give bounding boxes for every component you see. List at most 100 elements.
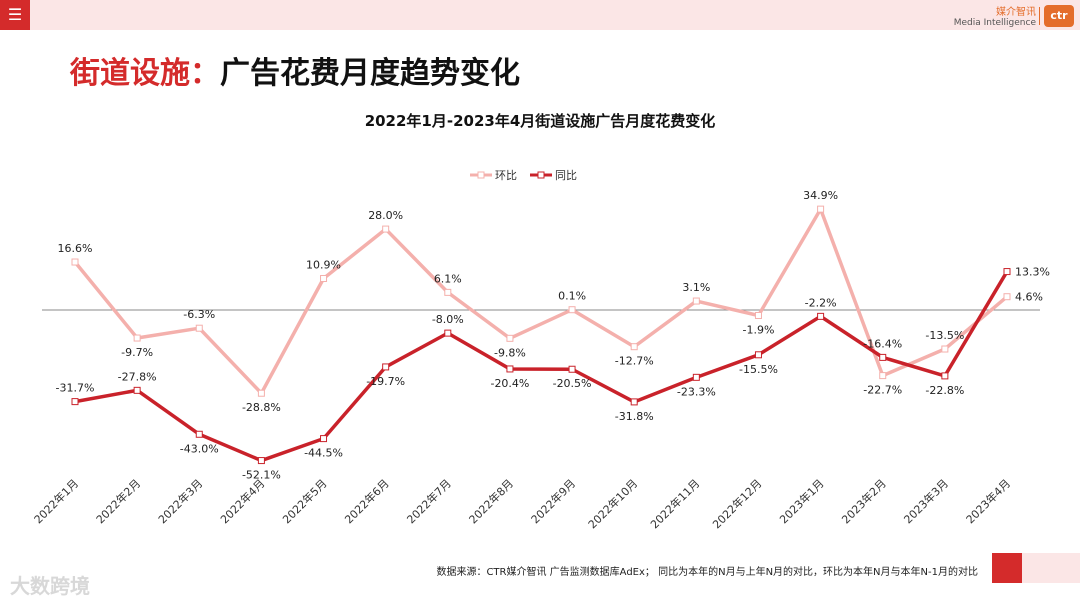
data-point	[879, 372, 887, 380]
series-line-1	[74, 270, 1009, 463]
data-point	[257, 457, 265, 465]
data-point	[817, 312, 825, 320]
data-label: -22.8%	[925, 384, 964, 397]
data-label: 34.9%	[803, 189, 838, 202]
data-point	[1003, 293, 1011, 301]
x-tick-label: 2023年3月	[901, 476, 951, 526]
data-label: -43.0%	[180, 442, 219, 455]
data-point	[320, 435, 328, 443]
x-tick-label: 2022年7月	[404, 476, 454, 526]
data-label: -23.3%	[677, 385, 716, 398]
footer-accent	[992, 553, 1022, 583]
x-tick-label: 2023年1月	[777, 476, 827, 526]
data-label: -8.0%	[432, 313, 464, 326]
data-label: -44.5%	[304, 447, 343, 460]
data-source-note: 数据来源：CTR媒介智讯 广告监测数据库AdEx； 同比为本年的N月与上年N月的…	[436, 567, 978, 578]
data-label: 13.3%	[1015, 266, 1050, 279]
legend-label-1: 同比	[555, 169, 577, 182]
top-bar	[0, 0, 1080, 30]
x-tick-label: 2022年10月	[585, 476, 640, 531]
data-point	[195, 430, 203, 438]
data-label: -20.5%	[553, 377, 592, 390]
legend-label-0: 环比	[495, 169, 517, 182]
chart-title: 2022年1月-2023年4月街道设施广告月度花费变化	[365, 112, 716, 130]
data-label: -12.7%	[615, 355, 654, 368]
legend-marker-1	[537, 171, 545, 179]
data-label: -22.7%	[863, 384, 902, 397]
data-point	[817, 205, 825, 213]
data-label: -28.8%	[242, 401, 281, 414]
series-line-0	[73, 207, 1009, 395]
data-point	[879, 353, 887, 361]
data-point	[1003, 268, 1011, 276]
x-tick-label: 2023年2月	[839, 476, 889, 526]
data-point	[444, 329, 452, 337]
series-1: -31.7% -27.8% -43.0% -52.1% -44.5% -19.7% -8.0…	[56, 266, 1050, 482]
data-label: 10.9%	[306, 258, 341, 271]
data-label: -13.5%	[925, 329, 964, 342]
x-tick-label: 2022年8月	[466, 476, 516, 526]
data-point	[941, 372, 949, 380]
data-label: 16.6%	[58, 242, 93, 255]
data-point	[692, 297, 700, 305]
data-point	[941, 345, 949, 353]
data-label: -27.8%	[118, 370, 157, 383]
x-tick-label: 2023年4月	[963, 476, 1013, 526]
data-point	[71, 258, 79, 266]
series-0: 16.6% -9.7% -6.3% -28.8% 10.9% 28.0% 6.1% -9.8%…	[58, 189, 1043, 414]
data-point	[506, 365, 514, 373]
brand-en: Media Intelligence	[953, 18, 1036, 28]
data-point	[320, 274, 328, 282]
data-point	[630, 343, 638, 351]
data-point	[568, 306, 576, 314]
data-point	[133, 386, 141, 394]
brand-block: 媒介智讯 Media Intelligence	[954, 7, 1036, 29]
data-label: 28.0%	[368, 209, 403, 222]
watermark: 大数跨境	[10, 574, 90, 598]
data-point	[754, 351, 762, 359]
x-tick-label: 2022年3月	[155, 476, 205, 526]
data-label: -15.5%	[739, 363, 778, 376]
data-point	[506, 334, 514, 342]
page-title-accent: 街道设施：	[70, 56, 220, 91]
data-label: 3.1%	[682, 281, 710, 294]
data-point	[257, 389, 265, 397]
data-label: -9.7%	[121, 346, 153, 359]
menu-icon[interactable]: ☰	[0, 0, 30, 30]
data-label: -9.8%	[494, 346, 526, 359]
legend-marker-0	[477, 171, 485, 179]
chart-legend: 环比 同比	[470, 169, 577, 182]
brand-divider	[1039, 7, 1040, 25]
x-tick-label: 2022年5月	[279, 476, 329, 526]
page-title: 街道设施：广告花费月度趋势变化	[70, 48, 520, 92]
data-point	[382, 225, 390, 233]
brand-cn: 媒介智讯	[996, 7, 1036, 18]
data-label: -19.7%	[366, 375, 405, 388]
data-label: -52.1%	[242, 469, 281, 482]
data-label: -6.3%	[183, 308, 215, 321]
data-point	[754, 311, 762, 319]
x-tick-label: 2022年1月	[31, 476, 81, 526]
data-point	[133, 334, 141, 342]
data-label: -20.4%	[490, 377, 529, 390]
data-label: -31.8%	[615, 410, 654, 423]
x-tick-label: 2022年2月	[93, 476, 143, 526]
data-point	[382, 363, 390, 371]
x-tick-label: 2022年6月	[342, 476, 392, 526]
data-point	[195, 324, 203, 332]
data-point	[630, 398, 638, 406]
data-point	[444, 288, 452, 296]
ctr-logo: ctr	[1044, 5, 1074, 27]
data-label: 0.1%	[558, 290, 586, 303]
data-label: -1.9%	[743, 323, 775, 336]
x-tick-label: 2022年4月	[217, 476, 267, 526]
data-label: -16.4%	[863, 337, 902, 350]
data-point	[692, 373, 700, 381]
data-label: -31.7%	[56, 382, 95, 395]
x-tick-label: 2022年12月	[709, 476, 764, 531]
x-tick-label: 2022年11月	[647, 476, 702, 531]
data-point	[568, 365, 576, 373]
data-point	[71, 398, 79, 406]
data-label: 4.6%	[1015, 291, 1043, 304]
